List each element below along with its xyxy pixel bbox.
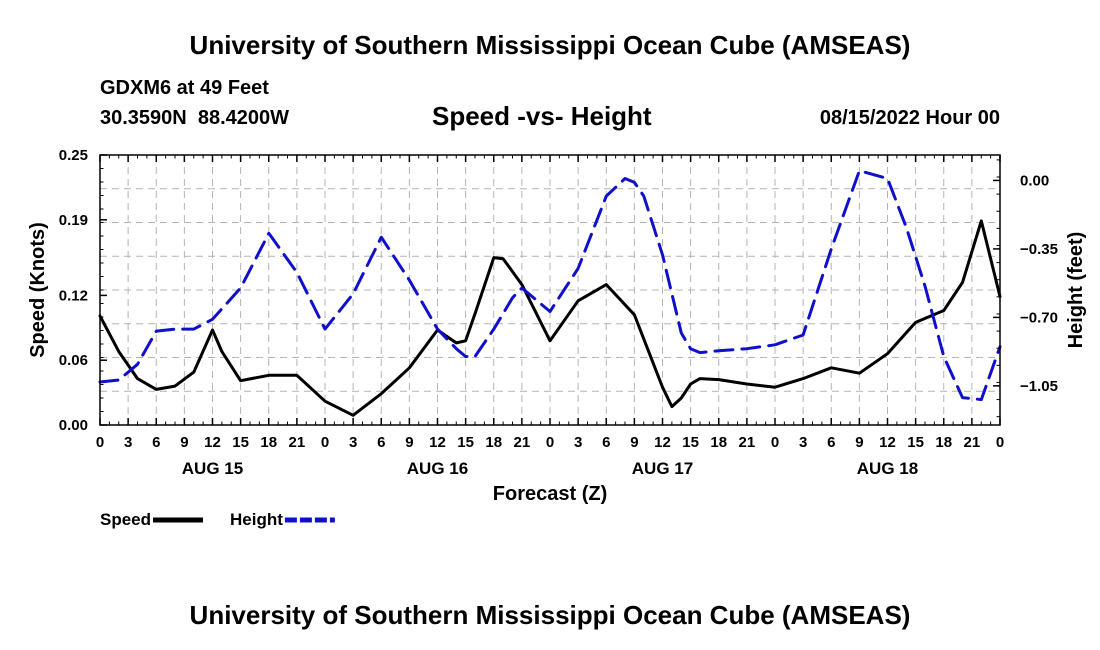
coordinates-label: 30.3590N 88.4200W xyxy=(100,107,290,129)
y-tick-label: 0.19 xyxy=(59,212,88,229)
x-tick-label: 18 xyxy=(260,434,277,451)
x-tick-label: 9 xyxy=(855,434,863,451)
day-label: AUG 17 xyxy=(632,459,693,478)
x-tick-label: 15 xyxy=(907,434,924,451)
y2-tick-label: 0.00 xyxy=(1020,172,1049,189)
day-label: AUG 15 xyxy=(182,459,243,478)
grid xyxy=(100,155,1000,425)
x-tick-label: 21 xyxy=(289,434,306,451)
page-title: University of Southern Mississippi Ocean… xyxy=(189,30,911,60)
day-label: AUG 16 xyxy=(407,459,468,478)
plot-title: Speed -vs- Height xyxy=(432,101,652,131)
series-line-speed xyxy=(98,219,1002,417)
x-tick-label: 6 xyxy=(602,434,610,451)
x-tick-label: 0 xyxy=(996,434,1004,451)
series-line-height xyxy=(98,169,1002,402)
x-tick-label: 15 xyxy=(682,434,699,451)
x-tick-label: 9 xyxy=(405,434,413,451)
x-axis-title: Forecast (Z) xyxy=(493,483,607,505)
x-tick-label: 9 xyxy=(180,434,188,451)
legend: Speed Height xyxy=(100,510,335,529)
x-tick-label: 0 xyxy=(321,434,329,451)
x-tick-label: 0 xyxy=(546,434,554,451)
legend-label-height: Height xyxy=(230,510,283,529)
date-label: 08/15/2022 Hour 00 xyxy=(819,107,1000,129)
x-tick-label: 3 xyxy=(124,434,132,451)
x-tick-label: 6 xyxy=(152,434,160,451)
y2-tick-label: −1.05 xyxy=(1020,378,1058,395)
x-tick-label: 18 xyxy=(935,434,952,451)
day-label: AUG 18 xyxy=(857,459,918,478)
x-tick-label: 18 xyxy=(710,434,727,451)
x-tick-label: 9 xyxy=(630,434,638,451)
x-tick-label: 21 xyxy=(964,434,981,451)
x-tick-label: 15 xyxy=(232,434,249,451)
x-tick-label: 3 xyxy=(799,434,807,451)
series-layer xyxy=(98,169,1002,417)
y-tick-label: 0.00 xyxy=(59,417,88,434)
x-tick-label: 15 xyxy=(457,434,474,451)
y-tick-label: 0.25 xyxy=(59,147,88,164)
x-tick-label: 0 xyxy=(96,434,104,451)
footer-title: University of Southern Mississippi Ocean… xyxy=(189,600,911,630)
x-tick-label: 12 xyxy=(654,434,671,451)
station-label: GDXM6 at 49 Feet xyxy=(100,77,269,99)
x-tick-label: 12 xyxy=(429,434,446,451)
y2-tick-label: −0.70 xyxy=(1020,309,1058,326)
x-tick-label: 12 xyxy=(204,434,221,451)
x-tick-label: 3 xyxy=(574,434,582,451)
y2-tick-label: −0.35 xyxy=(1020,241,1058,258)
x-tick-label: 12 xyxy=(879,434,896,451)
y-axis-title: Speed (Knots) xyxy=(27,222,49,358)
legend-label-speed: Speed xyxy=(100,510,151,529)
x-tick-label: 6 xyxy=(377,434,385,451)
x-tick-label: 3 xyxy=(349,434,357,451)
x-tick-label: 6 xyxy=(827,434,835,451)
x-tick-label: 21 xyxy=(514,434,531,451)
x-tick-label: 21 xyxy=(739,434,756,451)
y-tick-label: 0.12 xyxy=(59,287,88,304)
x-tick-label: 18 xyxy=(485,434,502,451)
axes: 0 3 6 9 12 15 18 21 0 3 6 9 12 15 18 21 0 3 6 9 12 15 18 21 0 3 6 9… xyxy=(27,147,1087,505)
x-tick-label: 0 xyxy=(771,434,779,451)
y-tick-label: 0.06 xyxy=(59,352,88,369)
y2-axis-title: Height (feet) xyxy=(1065,232,1087,349)
